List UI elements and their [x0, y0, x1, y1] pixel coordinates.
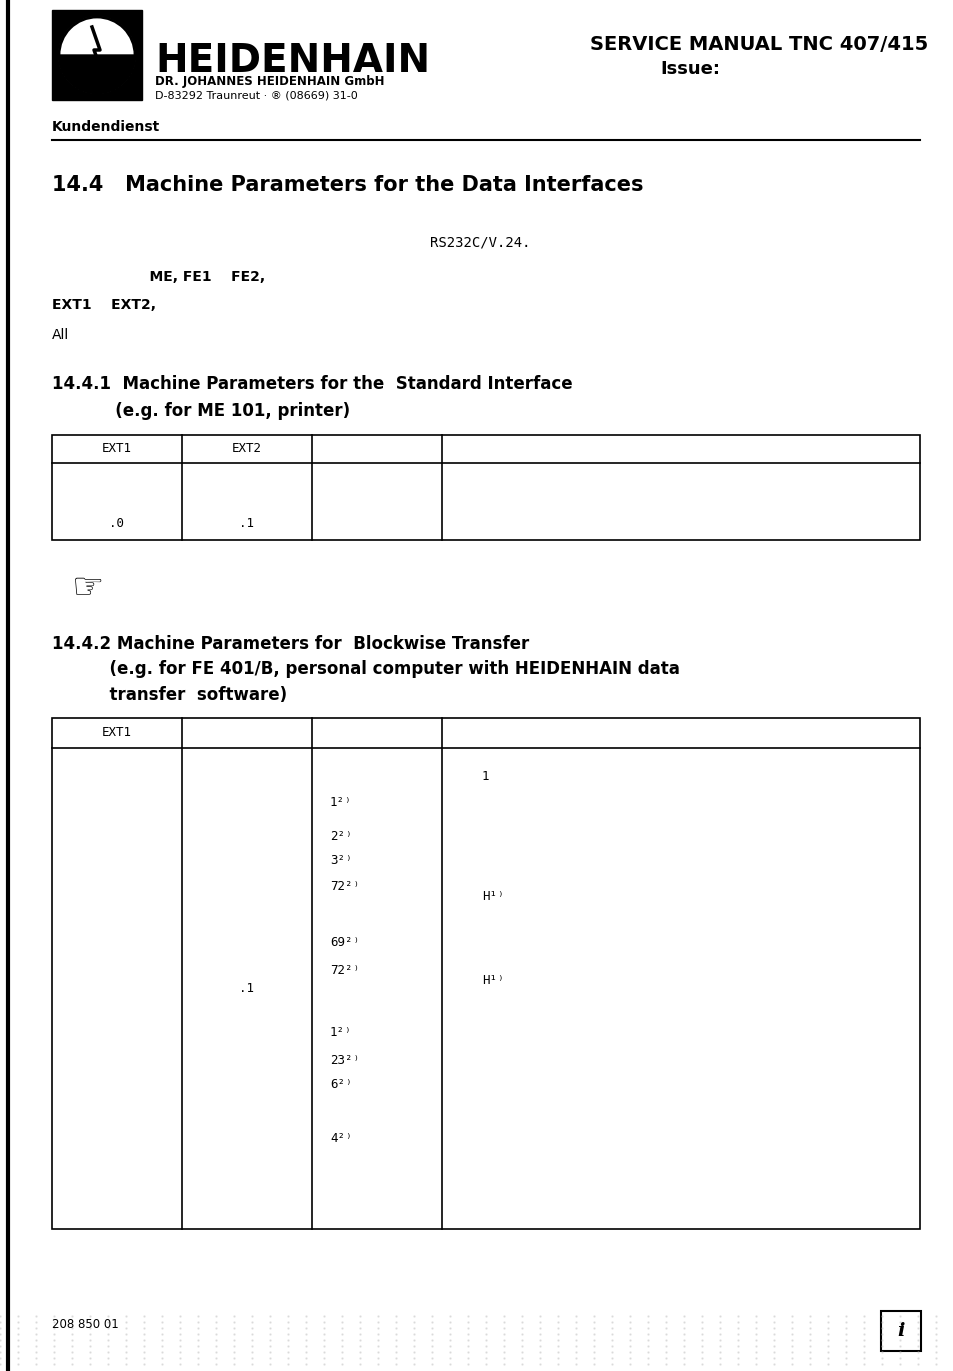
- Wedge shape: [59, 55, 135, 93]
- Text: 14.4.1  Machine Parameters for the  Standard Interface: 14.4.1 Machine Parameters for the Standa…: [52, 376, 572, 393]
- Text: EXT1    EXT2,: EXT1 EXT2,: [52, 298, 156, 313]
- Text: 69²⁾: 69²⁾: [330, 936, 359, 950]
- Text: (e.g. for FE 401/B, personal computer with HEIDENHAIN data: (e.g. for FE 401/B, personal computer wi…: [52, 659, 679, 679]
- Text: 208 850 01: 208 850 01: [52, 1318, 118, 1331]
- Bar: [52, 10, 142, 100]
- Text: .1: .1: [239, 982, 254, 995]
- Text: EXT2: EXT2: [232, 443, 262, 455]
- Text: All: All: [52, 328, 70, 341]
- Text: EXT1: EXT1: [102, 727, 132, 739]
- Text: Kundendienst: Kundendienst: [52, 121, 160, 134]
- Text: EXT1: EXT1: [102, 443, 132, 455]
- Text: 1²⁾: 1²⁾: [330, 797, 352, 809]
- Text: 1: 1: [481, 769, 489, 783]
- Text: 14.4.2 Machine Parameters for  Blockwise Transfer: 14.4.2 Machine Parameters for Blockwise …: [52, 635, 529, 653]
- Text: Issue:: Issue:: [659, 60, 720, 78]
- Text: 4²⁾: 4²⁾: [330, 1131, 352, 1145]
- Text: RS232C/V.24.: RS232C/V.24.: [430, 234, 530, 250]
- Text: 2²⁾: 2²⁾: [330, 829, 352, 843]
- Text: i: i: [897, 1322, 903, 1339]
- Text: .0: .0: [110, 517, 125, 531]
- Circle shape: [59, 16, 135, 93]
- Text: ME, FE1    FE2,: ME, FE1 FE2,: [52, 270, 265, 284]
- Text: 72²⁾: 72²⁾: [330, 880, 359, 893]
- Text: transfer  software): transfer software): [52, 686, 287, 703]
- Bar: [52, 435, 919, 540]
- Text: DR. JOHANNES HEIDENHAIN GmbH: DR. JOHANNES HEIDENHAIN GmbH: [154, 75, 384, 88]
- Text: 1²⁾: 1²⁾: [330, 1027, 352, 1039]
- Text: 23²⁾: 23²⁾: [330, 1053, 359, 1067]
- Text: 14.4   Machine Parameters for the Data Interfaces: 14.4 Machine Parameters for the Data Int…: [52, 175, 643, 195]
- FancyBboxPatch shape: [880, 1311, 920, 1350]
- Text: H¹⁾: H¹⁾: [481, 973, 504, 987]
- Text: 6²⁾: 6²⁾: [330, 1079, 352, 1091]
- Text: 3²⁾: 3²⁾: [330, 854, 352, 868]
- Text: 72²⁾: 72²⁾: [330, 964, 359, 976]
- Text: HEIDENHAIN: HEIDENHAIN: [154, 43, 430, 80]
- Text: D-83292 Traunreut · ® (08669) 31-0: D-83292 Traunreut · ® (08669) 31-0: [154, 90, 357, 100]
- Text: H¹⁾: H¹⁾: [481, 890, 504, 902]
- Text: ☞: ☞: [71, 570, 104, 605]
- Text: (e.g. for ME 101, printer): (e.g. for ME 101, printer): [52, 402, 350, 420]
- Bar: [52, 718, 919, 1228]
- Text: SERVICE MANUAL TNC 407/415: SERVICE MANUAL TNC 407/415: [589, 36, 927, 53]
- Text: .1: .1: [239, 517, 254, 531]
